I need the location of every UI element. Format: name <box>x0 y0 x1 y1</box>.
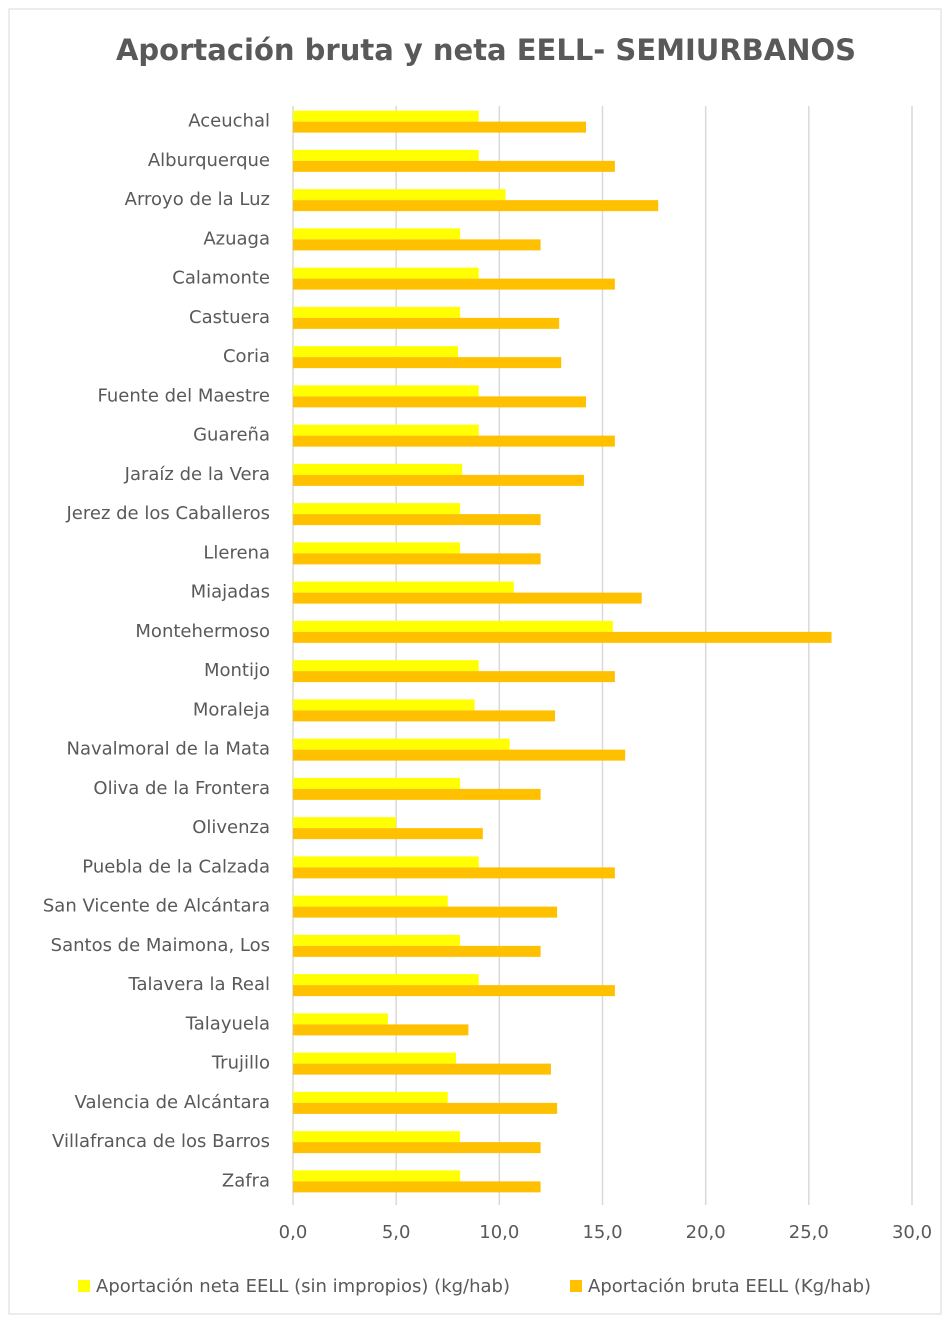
y-tick-label: Puebla de la Calzada <box>82 856 270 877</box>
bar <box>293 228 461 240</box>
y-tick-label: Jerez de los Caballeros <box>66 503 271 524</box>
y-tick-label: Miajadas <box>191 582 270 603</box>
bar <box>293 514 541 526</box>
y-tick-label: Montehermoso <box>135 621 270 642</box>
bar <box>293 592 642 604</box>
bar <box>293 435 615 447</box>
bar <box>293 346 459 358</box>
y-tick-label: Trujillo <box>211 1053 270 1074</box>
y-tick-label: Talayuela <box>185 1013 270 1034</box>
x-tick-label: 0,0 <box>279 1222 308 1243</box>
x-tick-label: 10,0 <box>479 1222 519 1243</box>
bar <box>293 1063 551 1075</box>
bar <box>293 474 584 486</box>
bar <box>293 1091 448 1103</box>
legend-swatch <box>78 1280 90 1292</box>
y-tick-label: Jaraíz de la Vera <box>124 464 270 485</box>
bar <box>293 934 461 946</box>
bar <box>293 1142 541 1154</box>
bar <box>293 895 448 907</box>
bar <box>293 828 483 840</box>
legend-label: Aportación bruta EELL (Kg/hab) <box>588 1276 871 1297</box>
bar <box>293 1013 388 1025</box>
bar <box>293 699 475 711</box>
bar <box>293 906 558 918</box>
y-tick-label: Navalmoral de la Mata <box>66 739 270 760</box>
bar <box>293 620 613 632</box>
y-tick-label: Coria <box>223 346 270 367</box>
bar <box>293 1131 461 1143</box>
bar <box>293 1102 558 1114</box>
bar <box>293 671 615 683</box>
bar <box>293 631 832 643</box>
y-tick-label: Talavera la Real <box>127 974 270 995</box>
bar <box>293 867 615 879</box>
bar <box>293 581 514 593</box>
chart-title: Aportación bruta y neta EELL- SEMIURBANO… <box>116 33 856 67</box>
bar <box>293 306 461 318</box>
bar <box>293 385 479 397</box>
y-tick-label: Villafranca de los Barros <box>52 1131 270 1152</box>
bar <box>293 149 479 161</box>
bar <box>293 424 479 436</box>
bar <box>293 945 541 957</box>
y-tick-label: Moraleja <box>193 699 270 720</box>
x-tick-label: 25,0 <box>789 1222 829 1243</box>
x-tick-label: 30,0 <box>892 1222 932 1243</box>
y-tick-label: Santos de Maimona, Los <box>51 935 270 956</box>
y-tick-label: Azuaga <box>203 228 270 249</box>
bar <box>293 189 506 201</box>
bar <box>293 856 479 868</box>
y-tick-label: Oliva de la Frontera <box>93 778 270 799</box>
bar <box>293 553 541 565</box>
bar <box>293 777 461 789</box>
bar <box>293 463 463 475</box>
bar <box>293 660 479 672</box>
bar <box>293 1181 541 1193</box>
x-tick-label: 5,0 <box>382 1222 411 1243</box>
y-tick-label: San Vicente de Alcántara <box>43 896 270 917</box>
bar <box>293 985 615 997</box>
bar <box>293 396 586 408</box>
bar <box>293 974 479 986</box>
legend-swatch <box>570 1280 582 1292</box>
bar <box>293 110 479 122</box>
y-tick-label: Valencia de Alcántara <box>75 1092 270 1113</box>
bar <box>293 1052 457 1064</box>
bar <box>293 710 556 722</box>
y-tick-label: Llerena <box>203 542 270 563</box>
y-tick-label: Zafra <box>222 1170 270 1191</box>
bar <box>293 200 659 212</box>
y-tick-label: Aceuchal <box>188 111 270 132</box>
x-tick-label: 15,0 <box>582 1222 622 1243</box>
bar <box>293 817 397 829</box>
bar <box>293 1024 469 1036</box>
bar <box>293 239 541 251</box>
y-tick-label: Fuente del Maestre <box>98 385 271 406</box>
x-tick-label: 20,0 <box>686 1222 726 1243</box>
y-tick-label: Castuera <box>189 307 270 328</box>
bar <box>293 357 562 369</box>
y-tick-label: Olivenza <box>192 817 270 838</box>
y-tick-label: Alburquerque <box>148 150 270 171</box>
bar <box>293 1170 461 1182</box>
y-tick-label: Arroyo de la Luz <box>125 189 270 210</box>
bar <box>293 738 510 750</box>
bar <box>293 121 586 133</box>
y-tick-label: Montijo <box>204 660 270 681</box>
bar <box>293 267 479 279</box>
bar <box>293 749 626 761</box>
bar <box>293 542 461 554</box>
legend-label: Aportación neta EELL (sin impropios) (kg… <box>96 1276 510 1297</box>
bar <box>293 788 541 800</box>
bar <box>293 278 615 290</box>
bar <box>293 160 615 172</box>
bar <box>293 317 560 329</box>
bar <box>293 503 461 515</box>
y-tick-label: Guareña <box>193 425 270 446</box>
y-tick-label: Calamonte <box>172 268 270 289</box>
